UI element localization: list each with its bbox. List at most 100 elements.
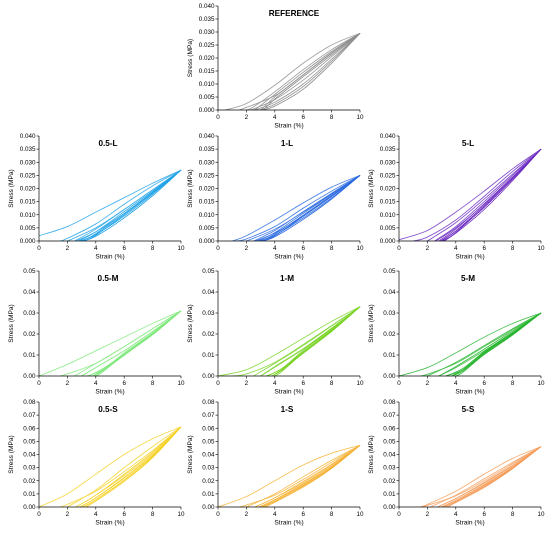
y-axis-label: Stress (MPa): [187, 169, 194, 207]
x-tick-label: 4: [273, 114, 277, 121]
y-tick-label: 0.040: [199, 133, 215, 140]
y-tick-label: 0.000: [199, 238, 215, 245]
chart-panel-0-5-m: 0.00 0.01 0.02 0.03 0.04 0.05 0 2 4 6 8 10 Strain (%…: [8, 268, 185, 395]
x-tick-label: 0: [216, 245, 220, 252]
y-tick-label: 0.03: [383, 465, 396, 472]
curve-cycle-2-unloading: [75, 426, 182, 507]
y-tick-label: 0.01: [23, 352, 36, 359]
y-tick-label: 0.08: [383, 399, 396, 406]
x-tick-label: 10: [537, 380, 545, 387]
x-tick-label: 0: [397, 245, 401, 252]
x-tick-label: 4: [273, 380, 277, 387]
y-tick-label: 0.030: [20, 159, 36, 166]
x-tick-label: 6: [122, 511, 126, 518]
curve-cycle-3-loading: [81, 310, 182, 376]
y-tick-label: 0.000: [380, 238, 396, 245]
x-tick-label: 10: [356, 511, 364, 518]
x-tick-label: 6: [301, 380, 305, 387]
x-tick-label: 4: [273, 245, 277, 252]
y-tick-label: 0.04: [23, 452, 36, 459]
curve-cycle-5-unloading: [264, 444, 361, 507]
y-tick-label: 0.01: [202, 491, 215, 498]
y-tick-label: 0.020: [380, 186, 396, 193]
y-tick-label: 0.02: [23, 478, 36, 485]
y-tick-label: 0.02: [202, 331, 215, 338]
y-tick-label: 0.03: [383, 310, 396, 317]
x-tick-label: 10: [356, 380, 364, 387]
y-tick-label: 0.010: [199, 81, 215, 88]
curve-cycle-1-unloading: [224, 32, 361, 110]
curve-group: [399, 148, 542, 241]
curve-cycle-1-loading: [39, 310, 182, 376]
y-tick-label: 0.02: [202, 478, 215, 485]
y-tick-label: 0.025: [380, 172, 396, 179]
curve-group: [232, 174, 361, 241]
curve-group: [399, 312, 542, 376]
x-tick-label: 2: [245, 245, 249, 252]
x-tick-label: 8: [330, 511, 334, 518]
y-tick-label: 0.005: [199, 225, 215, 232]
y-tick-label: 0.05: [23, 268, 36, 275]
curve-cycle-3-loading: [254, 444, 361, 507]
curve-cycle-2-loading: [430, 446, 542, 507]
y-axis-label: Stress (MPa): [368, 304, 375, 342]
x-axis-label: Strain (%): [455, 389, 484, 396]
curve-cycle-4-unloading: [441, 148, 542, 241]
panel-title: 0.5-S: [98, 405, 118, 414]
y-tick-label: 0.04: [202, 452, 215, 459]
curve-cycle-4-loading: [441, 446, 542, 507]
x-axis-label: Strain (%): [274, 520, 303, 527]
panel-title: REFERENCE: [269, 9, 320, 18]
curve-group: [218, 306, 361, 376]
y-tick-label: 0.015: [199, 68, 215, 75]
panel-title: 0.5-M: [98, 274, 119, 283]
curve-cycle-1-unloading: [239, 444, 361, 507]
x-tick-label: 6: [301, 245, 305, 252]
panel-title: 0.5-L: [98, 139, 117, 148]
x-tick-label: 4: [454, 511, 458, 518]
x-tick-label: 0: [216, 114, 220, 121]
x-tick-label: 2: [426, 380, 430, 387]
x-axis-label: Strain (%): [95, 389, 124, 396]
x-tick-label: 0: [216, 380, 220, 387]
x-tick-label: 10: [356, 245, 364, 252]
y-tick-label: 0.000: [20, 238, 36, 245]
curve-cycle-5-loading: [82, 426, 182, 507]
y-tick-label: 0.030: [380, 159, 396, 166]
chart-panel-1-m: 0.00 0.01 0.02 0.03 0.04 0.05 0 2 4 6 8 10 Strain (%…: [187, 268, 364, 395]
y-tick-label: 0.05: [383, 268, 396, 275]
curve-cycle-4-loading: [259, 33, 361, 110]
curve-cycle-3-loading: [438, 312, 542, 376]
y-tick-label: 0.015: [20, 199, 36, 206]
curve-cycle-4-loading: [259, 444, 361, 507]
x-tick-label: 4: [454, 380, 458, 387]
y-axis-label: Stress (MPa): [8, 304, 15, 342]
y-tick-label: 0.04: [23, 289, 36, 296]
curve-cycle-2-loading: [246, 444, 361, 507]
x-tick-label: 4: [94, 245, 98, 252]
chart-panel-reference: 0.000 0.005 0.010 0.015 0.020 0.025 0.030 0.035…: [187, 3, 364, 129]
x-tick-label: 8: [511, 380, 515, 387]
curve-cycle-5-loading: [261, 33, 361, 110]
x-tick-label: 0: [37, 245, 41, 252]
x-tick-label: 6: [482, 511, 486, 518]
y-axis-label: Stress (MPa): [368, 435, 375, 473]
y-tick-label: 0.08: [202, 399, 215, 406]
curve-cycle-5-unloading: [95, 310, 182, 376]
curve-cycle-1-loading: [420, 446, 542, 507]
x-tick-label: 6: [122, 380, 126, 387]
curve-cycle-3-unloading: [438, 148, 542, 241]
x-tick-label: 6: [482, 245, 486, 252]
curve-cycle-1-unloading: [421, 446, 542, 507]
curve-cycle-1-loading: [218, 306, 361, 376]
curve-cycle-3-loading: [260, 306, 361, 376]
curve-cycle-1-unloading: [232, 306, 361, 376]
x-tick-label: 2: [66, 380, 70, 387]
curve-cycle-1-unloading: [60, 310, 182, 376]
y-tick-label: 0.015: [199, 199, 215, 206]
x-axis-label: Strain (%): [455, 520, 484, 527]
x-axis-label: Strain (%): [95, 520, 124, 527]
curve-cycle-1-unloading: [413, 148, 542, 241]
curve-cycle-5-unloading: [274, 306, 361, 376]
curve-cycle-1-loading: [39, 426, 182, 507]
